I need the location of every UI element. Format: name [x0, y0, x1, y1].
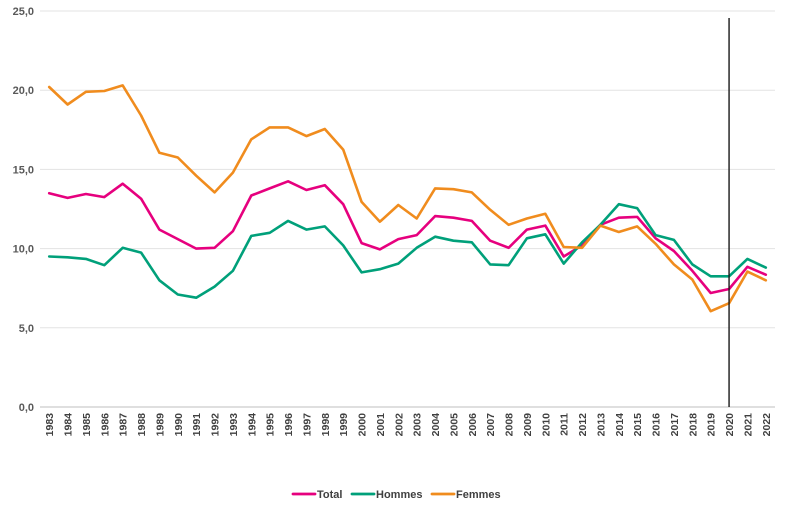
x-tick-label: 1998	[320, 413, 332, 437]
y-tick-label: 25,0	[13, 6, 34, 18]
x-tick-label: 1990	[173, 413, 185, 437]
x-tick-label: 1994	[246, 413, 258, 437]
series-line-hommes	[47, 202, 768, 300]
x-tick-label: 1989	[154, 413, 166, 437]
x-tick-label: 1991	[191, 413, 203, 437]
x-tick-label: 1993	[228, 413, 240, 437]
x-tick-label: 1992	[210, 413, 222, 437]
x-tick-label: 2013	[595, 413, 607, 437]
x-tick-label: 2006	[467, 413, 479, 437]
series-line-total	[47, 180, 768, 295]
y-tick-label: 5,0	[19, 323, 34, 335]
series-lines	[47, 84, 768, 313]
x-tick-label: 2018	[687, 413, 699, 437]
x-tick-label: 2019	[706, 413, 718, 437]
x-tick-label: 1987	[118, 413, 130, 437]
x-tick-label: 2021	[742, 413, 754, 437]
x-tick-label: 2022	[761, 413, 773, 437]
x-tick-label: 1988	[136, 413, 148, 437]
x-tick-label: 1999	[338, 413, 350, 437]
x-tick-label: 2020	[724, 413, 736, 437]
x-tick-label: 2011	[559, 413, 571, 436]
x-tick-label: 2000	[357, 413, 369, 437]
x-tick-label: 1996	[283, 413, 295, 437]
x-tick-label: 2014	[614, 413, 626, 437]
legend-label-femmes: Femmes	[456, 489, 501, 501]
x-tick-label: 2002	[393, 413, 405, 437]
x-tick-label: 2008	[504, 413, 516, 437]
x-tick-label: 2016	[651, 413, 663, 437]
x-tick-label: 1986	[99, 413, 111, 437]
y-tick-label: 0,0	[19, 402, 34, 414]
x-tick-label: 2009	[522, 413, 534, 437]
x-tick-label: 2015	[632, 413, 644, 437]
x-tick-label: 2005	[448, 413, 460, 437]
y-tick-label: 10,0	[13, 244, 34, 256]
x-tick-label: 2007	[485, 413, 497, 437]
y-tick-label: 20,0	[13, 85, 34, 97]
x-tick-label: 1984	[63, 413, 75, 437]
gridlines	[40, 10, 775, 408]
x-tick-label: 2003	[412, 413, 424, 437]
x-tick-label: 2004	[430, 413, 442, 437]
x-tick-label: 2001	[375, 413, 387, 437]
x-tick-label: 2012	[577, 413, 589, 437]
x-tick-label: 1997	[301, 413, 313, 437]
x-tick-label: 1983	[44, 413, 56, 437]
x-tick-label: 2010	[540, 413, 552, 437]
series-line-femmes	[47, 84, 768, 313]
x-tick-label: 1995	[265, 413, 277, 437]
x-axis-ticks: 1983 1984 1985 1986 1987 1988 1989 1990 1991 1992…	[44, 413, 773, 437]
legend: Total Hommes Femmes	[291, 489, 501, 501]
legend-label-total: Total	[317, 489, 342, 501]
x-tick-label: 2017	[669, 413, 681, 437]
y-axis-ticks: 0,0 5,0 10,0 15,0 20,0 25,0	[13, 6, 34, 414]
legend-label-hommes: Hommes	[376, 489, 422, 501]
x-tick-label: 1985	[81, 413, 93, 437]
y-tick-label: 15,0	[13, 164, 34, 176]
